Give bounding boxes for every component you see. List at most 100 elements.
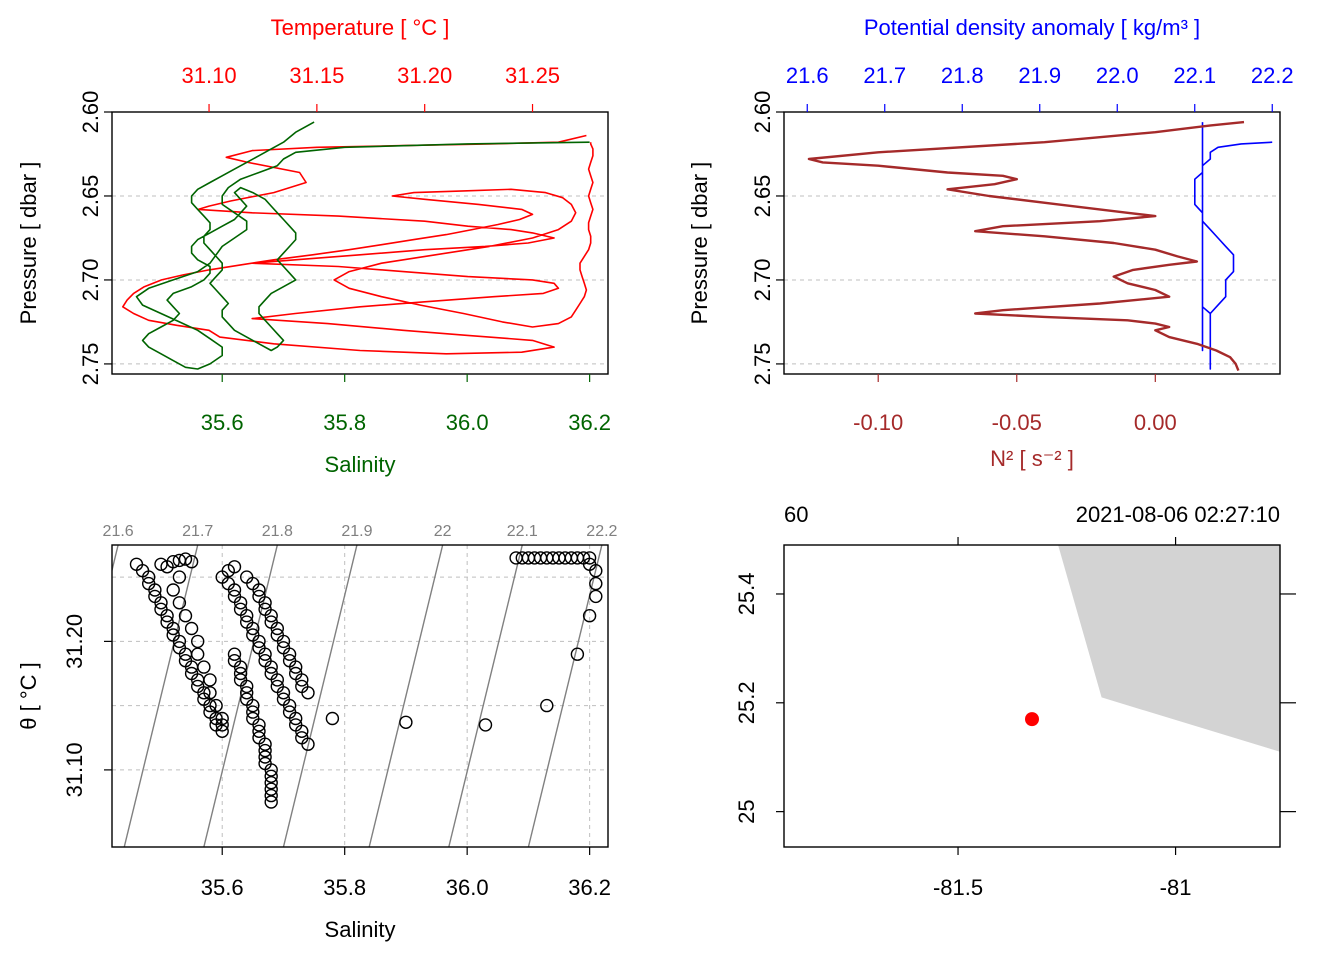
isopycnal-label: 22 (434, 523, 452, 540)
isopycnal-label: 21.6 (103, 523, 134, 540)
lat-tick-label: 25.2 (734, 681, 759, 724)
ts-point (148, 583, 162, 597)
ts-point (172, 596, 187, 610)
map-axes: -81.5 -81 25 25.2 25.4 (734, 537, 1296, 900)
temperature-tick-label: 31.10 (182, 63, 237, 88)
temperature-tick-label: 31.15 (289, 63, 344, 88)
ts-point (203, 673, 217, 687)
ts-point (276, 686, 291, 700)
y-tick-label: 2.75 (750, 343, 775, 386)
ts-point (540, 698, 554, 713)
lat-tick-label: 25 (734, 799, 759, 823)
n2-tick-label: -0.10 (853, 410, 903, 435)
station-number: 60 (784, 502, 808, 527)
isopycnal-label: 22.1 (507, 523, 538, 540)
ts-point (203, 698, 217, 713)
density-axis: 21.6 21.7 21.8 21.9 22.0 22.1 22.2 (786, 63, 1294, 112)
x-tick-label: 35.8 (323, 875, 366, 900)
temperature-axis-label: Temperature [ °C ] (271, 15, 450, 40)
n2-tick-label: -0.05 (992, 410, 1042, 435)
land-polygon (1058, 545, 1280, 752)
ts-point (178, 552, 193, 566)
pressure-axis: 2.60 2.65 2.70 2.75 (750, 91, 784, 386)
y-tick-label: 2.70 (78, 259, 103, 302)
salinity-profile-line (135, 121, 590, 370)
isopycnal-label: 22.2 (586, 523, 617, 540)
ts-point (252, 583, 266, 597)
ts-point (239, 609, 254, 623)
ts-point (227, 647, 242, 661)
ts-point (197, 686, 211, 700)
density-tick-label: 21.8 (941, 63, 984, 88)
ts-point (233, 666, 248, 681)
n2-axis-label: N² [ s⁻² ] (990, 446, 1074, 471)
y-tick-label: 2.65 (750, 175, 775, 218)
plot-frame (111, 544, 609, 848)
lon-tick-label: -81.5 (933, 875, 983, 900)
temperature-salinity-panel: 31.10 31.15 31.20 31.25 35.6 35.8 36.0 36.2 2.… (16, 15, 611, 477)
ts-point (264, 609, 278, 623)
y-tick-label: 2.60 (78, 91, 103, 134)
y-tick-label: 2.75 (78, 343, 103, 386)
profile-lines (807, 120, 1273, 372)
y-tick-label: 31.20 (62, 614, 87, 669)
ts-point (295, 673, 309, 687)
isopycnal-line (123, 545, 199, 847)
ts-point (227, 560, 242, 574)
ts-point (252, 634, 266, 649)
isopycnal-label: 21.8 (262, 523, 293, 540)
plot-frame (783, 111, 1281, 375)
n2-axis: -0.10 -0.05 0.00 (853, 374, 1177, 435)
ts-point (227, 583, 242, 597)
temperature-tick-label: 31.25 (505, 63, 560, 88)
ts-point (264, 788, 278, 803)
isopycnal-label: 21.7 (182, 523, 213, 540)
ts-point (258, 596, 272, 610)
map-frame (783, 544, 1281, 848)
density-tick-label: 21.9 (1018, 63, 1061, 88)
isopycnal-labels: 21.6 21.7 21.8 21.9 22 22.1 22.2 (103, 523, 618, 540)
isopycnal-line (112, 545, 119, 574)
ts-point (160, 609, 174, 623)
y-tick-label: 2.65 (78, 175, 103, 218)
salinity-axis-label: Salinity (325, 917, 396, 942)
ts-point (166, 555, 180, 569)
salinity-tick-label: 36.0 (446, 410, 489, 435)
ts-point (172, 570, 187, 584)
ts-point (184, 621, 199, 636)
ts-point (197, 660, 211, 674)
x-tick-label: 36.0 (446, 875, 489, 900)
ts-point (282, 647, 297, 661)
ts-point (289, 660, 303, 674)
ts-point (270, 621, 284, 636)
ts-point (184, 555, 199, 569)
ts-point (166, 583, 180, 597)
ts-point (582, 551, 597, 565)
ts-point (215, 724, 229, 738)
theta-axis: 31.10 31.20 (62, 614, 112, 797)
isopycnal-line (448, 545, 523, 847)
ts-point (209, 698, 223, 713)
density-tick-label: 22.2 (1251, 63, 1294, 88)
ts-point (233, 660, 248, 674)
salinity-tick-label: 35.6 (201, 410, 244, 435)
ts-point (258, 743, 272, 758)
station-marker (1025, 712, 1039, 727)
density-tick-label: 21.7 (863, 63, 906, 88)
station-time: 2021-08-06 02:27:10 (1076, 502, 1280, 527)
ts-point (301, 686, 315, 700)
ts-point (264, 660, 278, 674)
x-tick-label: 36.2 (568, 875, 611, 900)
ts-point (589, 589, 603, 604)
ts-point (154, 596, 168, 610)
station-map-panel: -81.5 -81 25 25.2 25.4 60 2021-08-06 02:27:1… (734, 502, 1296, 900)
ts-point (301, 737, 315, 751)
density-tick-label: 21.6 (786, 63, 829, 88)
density-n2-panel: 21.6 21.7 21.8 21.9 22.0 22.1 22.2 -0.10 -0.05 0… (687, 15, 1294, 471)
salinity-tick-label: 36.2 (568, 410, 611, 435)
plot-frame (111, 111, 609, 375)
ts-point (576, 551, 591, 565)
ts-point (246, 698, 260, 713)
